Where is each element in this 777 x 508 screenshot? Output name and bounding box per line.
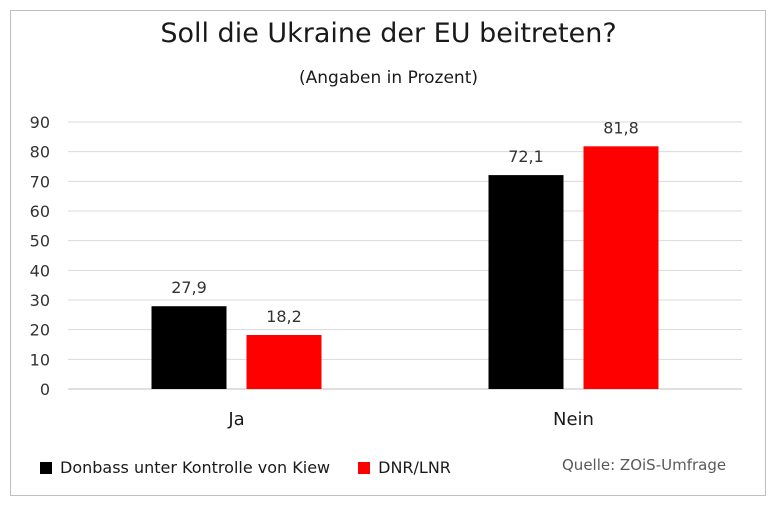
data-label: 27,9 — [171, 278, 207, 297]
bar-ja-series-1 — [151, 306, 227, 389]
y-tick-label: 30 — [30, 291, 50, 310]
y-tick-label: 10 — [30, 350, 50, 369]
y-tick-label: 50 — [30, 232, 50, 251]
legend-item-series-2: DNR/LNR — [358, 458, 451, 477]
y-tick-label: 70 — [30, 172, 50, 191]
y-tick-label: 0 — [40, 380, 50, 399]
legend-label-series-1: Donbass unter Kontrolle von Kiew — [60, 458, 331, 477]
chart-title: Soll die Ukraine der EU beitreten? — [160, 18, 617, 49]
y-tick-label: 90 — [30, 113, 50, 132]
source-note: Quelle: ZOiS-Umfrage — [562, 456, 727, 474]
y-tick-label: 60 — [30, 202, 50, 221]
y-tick-label: 40 — [30, 261, 50, 280]
y-tick-label: 20 — [30, 321, 50, 340]
chart-subtitle: (Angaben in Prozent) — [299, 68, 478, 88]
data-label: 18,2 — [266, 307, 302, 326]
bar-nein-series-1 — [488, 175, 564, 389]
legend-swatch-series-1 — [40, 461, 52, 474]
bar-ja-series-2 — [246, 335, 322, 389]
y-tick-label: 80 — [30, 143, 50, 162]
legend-label-series-2: DNR/LNR — [378, 458, 451, 477]
x-category-label: Ja — [227, 409, 244, 430]
bar-nein-series-2 — [583, 146, 659, 389]
legend-item-series-1: Donbass unter Kontrolle von Kiew — [40, 458, 330, 477]
data-label: 81,8 — [603, 118, 639, 137]
legend-swatch-series-2 — [358, 461, 371, 474]
legend: Donbass unter Kontrolle von Kiew DNR/LNR — [40, 458, 479, 477]
x-category-label: Nein — [553, 409, 594, 430]
data-label: 72,1 — [508, 147, 544, 166]
